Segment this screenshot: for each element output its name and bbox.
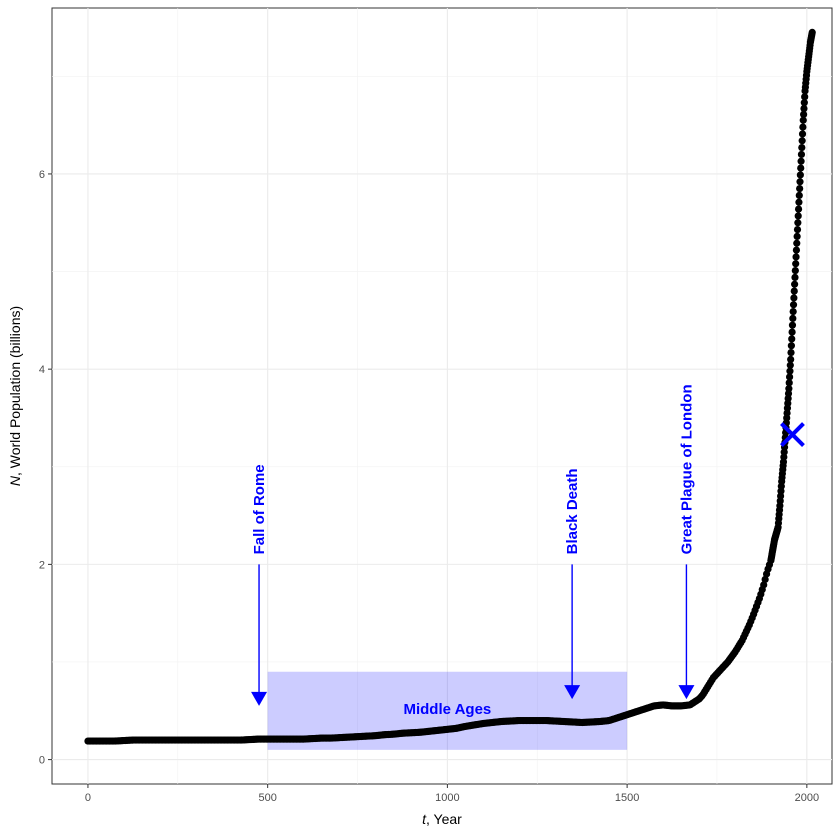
data-point xyxy=(787,355,795,363)
x-axis-title-italic: t xyxy=(422,811,427,827)
data-point xyxy=(796,184,804,193)
highlight-marker-layer xyxy=(780,422,805,447)
x-tick-label: 1000 xyxy=(435,792,459,804)
x-axis-ticks: 0 500 1000 1500 2000 xyxy=(85,784,819,804)
data-point xyxy=(785,379,793,387)
data-point xyxy=(799,123,807,131)
y-tick-label: 4 xyxy=(39,364,45,376)
data-point xyxy=(795,198,803,206)
data-point xyxy=(792,260,800,268)
data-point xyxy=(789,307,797,316)
x-tick-label: 2000 xyxy=(795,792,819,804)
data-point xyxy=(792,246,801,254)
y-axis-title: N, World Population (billions) xyxy=(7,306,23,486)
data-point xyxy=(798,143,806,152)
event-arrow-head xyxy=(678,685,695,700)
data-point xyxy=(808,28,816,37)
data-point xyxy=(800,99,808,107)
data-point xyxy=(796,178,804,186)
plot-panel xyxy=(51,7,833,785)
event-arrow-head xyxy=(564,685,581,700)
data-point xyxy=(794,219,802,227)
data-point xyxy=(794,205,803,213)
event-label: Fall of Rome xyxy=(251,464,268,554)
data-point xyxy=(799,116,807,124)
data-point xyxy=(787,342,795,350)
event-label: Great Plague of London xyxy=(678,384,695,554)
x-tick-label: 500 xyxy=(258,792,276,804)
data-point xyxy=(788,321,797,329)
data-point xyxy=(793,239,801,247)
data-point xyxy=(797,150,806,159)
x-axis-title-rest: , Year xyxy=(426,811,462,827)
minor-gridlines xyxy=(52,8,832,784)
y-axis-title-italic: N xyxy=(7,475,23,486)
y-tick-label: 6 xyxy=(39,169,45,181)
data-point xyxy=(796,171,804,179)
data-point xyxy=(795,191,803,200)
data-point xyxy=(791,273,799,282)
event-annotations: Fall of Rome Black Death Great Plague of L… xyxy=(251,384,695,706)
data-point xyxy=(789,301,798,309)
data-point xyxy=(798,130,807,138)
event-label: Black Death xyxy=(564,469,581,555)
data-point xyxy=(789,314,797,322)
data-point xyxy=(793,232,801,241)
y-tick-label: 0 xyxy=(39,755,45,767)
data-point xyxy=(797,164,805,172)
data-point xyxy=(785,385,793,393)
highlight-x-marker xyxy=(780,422,805,447)
major-gridlines xyxy=(52,8,832,784)
highlight-x-stroke xyxy=(780,422,805,447)
data-point xyxy=(788,328,796,336)
event-arrow-head xyxy=(251,691,268,706)
y-tick-label: 2 xyxy=(39,559,45,571)
data-point xyxy=(791,266,799,275)
data-point xyxy=(760,581,768,589)
data-point xyxy=(800,110,808,118)
x-axis-title: t, Year xyxy=(422,811,462,827)
data-point xyxy=(787,348,795,357)
data-points xyxy=(84,28,816,745)
y-axis-ticks: 0 2 4 6 xyxy=(39,169,52,767)
data-point xyxy=(785,373,794,381)
middle-ages-label: Middle Ages xyxy=(403,701,491,718)
x-tick-label: 1500 xyxy=(615,792,639,804)
data-point xyxy=(797,157,805,165)
data-point xyxy=(786,367,794,375)
data-point xyxy=(798,137,806,145)
data-point xyxy=(790,294,798,302)
data-point xyxy=(800,104,808,113)
data-point xyxy=(792,253,800,261)
data-point xyxy=(801,93,809,101)
x-tick-label: 0 xyxy=(85,792,91,804)
data-point xyxy=(793,225,802,234)
data-point xyxy=(761,575,769,584)
data-point xyxy=(788,335,796,343)
y-axis-title-rest: , World Population (billions) xyxy=(7,306,23,476)
data-point xyxy=(794,212,802,220)
data-point xyxy=(786,361,794,369)
data-point xyxy=(791,280,799,288)
data-point xyxy=(790,287,798,295)
